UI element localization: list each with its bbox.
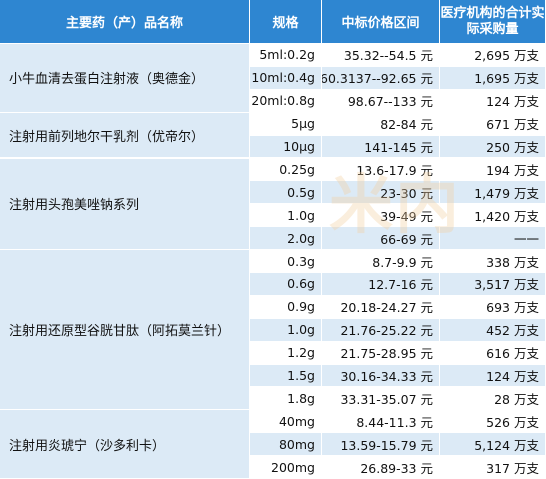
price-range-cell: 35.32--54.5 元 [322,44,440,67]
spec-cell: 0.25g [250,158,322,182]
price-range-cell: 39-49 元 [322,204,440,228]
header-price: 中标价格区间 [322,0,440,44]
header-spec: 规格 [250,0,322,44]
purchase-qty-cell: 3,517 万支 [440,273,546,296]
spec-cell: 0.5g [250,181,322,205]
price-range-cell: 21.76-25.22 元 [322,318,440,342]
price-range-cell: 98.67--133 元 [322,89,440,113]
product-name: 小牛血清去蛋白注射液（奥德金） [0,44,250,113]
purchase-qty-cell: 452 万支 [440,318,546,342]
spec-cell: 1.0g [250,204,322,228]
price-range-cell: 21.75-28.95 元 [322,341,440,365]
product-name: 注射用还原型谷胱甘肽（阿拓莫兰针） [0,250,250,411]
spec-cell: 1.2g [250,341,322,365]
purchase-qty-cell: 250 万支 [440,135,546,159]
product-name: 注射用前列地尔干乳剂（优帝尔） [0,112,250,159]
purchase-qty-cell: 2,695 万支 [440,44,546,67]
purchase-qty-cell: 124 万支 [440,364,546,388]
price-range-cell: 23-30 元 [322,181,440,205]
spec-cell: 40mg [250,410,322,434]
price-range-cell: 8.7-9.9 元 [322,250,440,273]
spec-cell: 200mg [250,456,322,479]
spec-cell: 0.6g [250,273,322,296]
purchase-qty-cell: 一一 [440,227,546,251]
spec-cell: 0.9g [250,295,322,319]
price-range-cell: 30.16-34.33 元 [322,364,440,388]
price-range-cell: 12.7-16 元 [322,273,440,296]
price-range-cell: 141-145 元 [322,135,440,159]
spec-cell: 2.0g [250,227,322,251]
purchase-qty-cell: 616 万支 [440,341,546,365]
spec-cell: 1.5g [250,364,322,388]
purchase-qty-cell: 338 万支 [440,250,546,273]
purchase-qty-cell: 28 万支 [440,387,546,411]
spec-cell: 5μg [250,112,322,136]
spec-cell: 10μg [250,135,322,159]
purchase-qty-cell: 5,124 万支 [440,433,546,457]
price-range-cell: 13.6-17.9 元 [322,158,440,182]
price-range-cell: 8.44-11.3 元 [322,410,440,434]
spec-cell: 0.3g [250,250,322,273]
purchase-qty-cell: 1,420 万支 [440,204,546,228]
purchase-qty-cell: 317 万支 [440,456,546,479]
purchase-qty-cell: 124 万支 [440,89,546,113]
product-name: 注射用炎琥宁（沙多利卡） [0,410,250,479]
spec-cell: 1.0g [250,318,322,342]
purchase-qty-cell: 671 万支 [440,112,546,136]
price-range-cell: 13.59-15.79 元 [322,433,440,457]
price-range-cell: 66-69 元 [322,227,440,251]
header-qty: 医疗机构的合计实际采购量 [440,0,546,44]
price-range-cell: 20.18-24.27 元 [322,295,440,319]
spec-cell: 5ml:0.2g [250,44,322,67]
spec-cell: 20ml:0.8g [250,89,322,113]
spec-cell: 80mg [250,433,322,457]
price-range-cell: 82-84 元 [322,112,440,136]
header-product: 主要药（产）品名称 [0,0,250,44]
purchase-qty-cell: 1,479 万支 [440,181,546,205]
price-range-cell: 33.31-35.07 元 [322,387,440,411]
spec-cell: 1.8g [250,387,322,411]
purchase-qty-cell: 526 万支 [440,410,546,434]
product-name: 注射用头孢美唑钠系列 [0,158,250,251]
price-range-cell: 60.3137--92.65 元 [322,66,440,90]
purchase-qty-cell: 693 万支 [440,295,546,319]
purchase-qty-cell: 1,695 万支 [440,66,546,90]
purchase-qty-cell: 194 万支 [440,158,546,182]
spec-cell: 10ml:0.4g [250,66,322,90]
price-range-cell: 26.89-33 元 [322,456,440,479]
